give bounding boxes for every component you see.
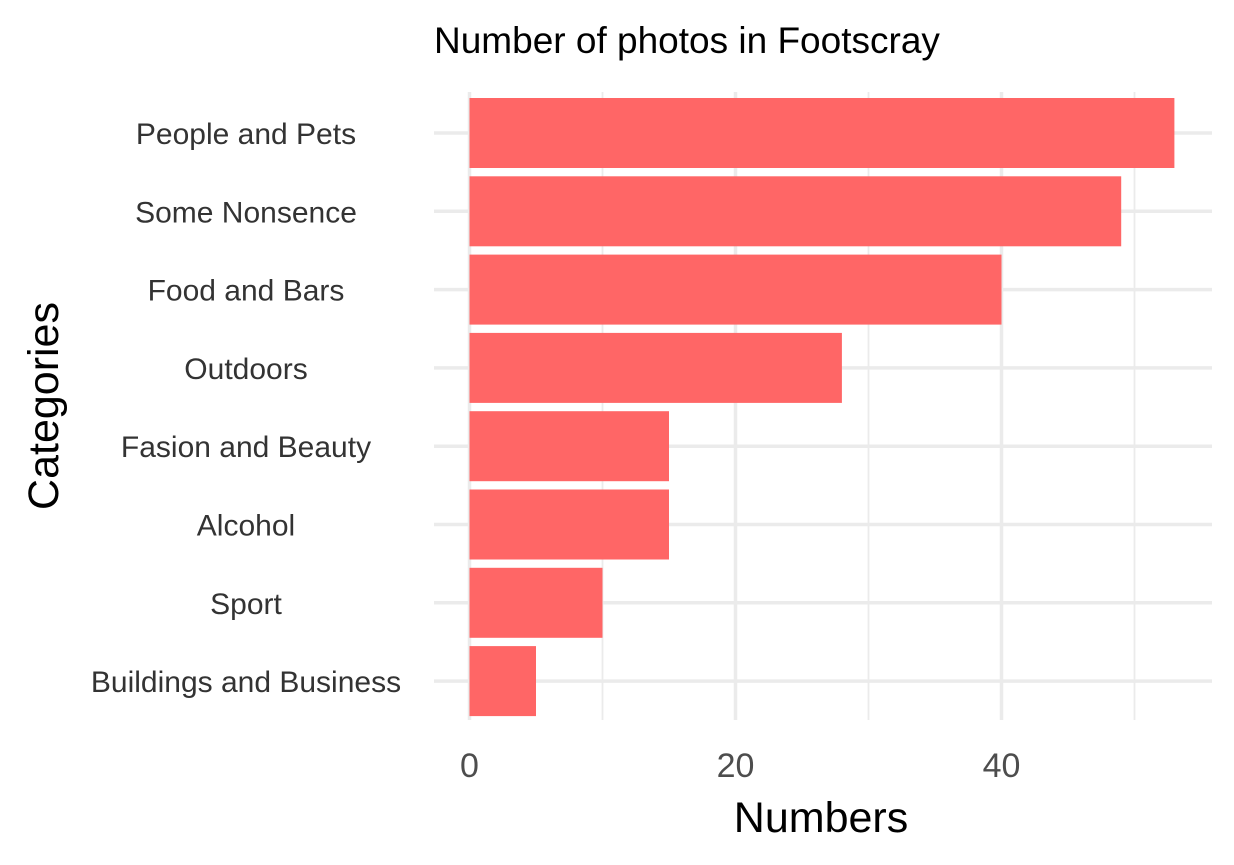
category-label: Outdoors — [184, 353, 307, 386]
x-axis-title: Numbers — [734, 794, 908, 842]
bar — [469, 489, 669, 560]
x-tick-label: 40 — [983, 747, 1021, 785]
category-label: Sport — [210, 588, 282, 621]
x-tick-label: 0 — [460, 747, 479, 785]
category-label: Some Nonsence — [135, 196, 357, 229]
category-label: People and Pets — [136, 118, 356, 151]
bars — [469, 98, 1175, 717]
y-axis-title: Categories — [20, 302, 68, 510]
chart-title: Number of photos in Footscray — [434, 20, 940, 61]
bar — [469, 254, 1002, 325]
category-label: Fasion and Beauty — [121, 431, 371, 464]
category-labels: People and Pets Some Nonsence Food and Bar… — [91, 118, 401, 699]
bar — [469, 567, 603, 638]
category-label: Food and Bars — [148, 275, 345, 308]
bar — [469, 332, 842, 403]
category-label: Buildings and Business — [91, 666, 401, 699]
x-tick-label: 20 — [717, 747, 755, 785]
bar — [469, 411, 669, 482]
category-label: Alcohol — [197, 510, 295, 543]
x-tick-labels: 0 20 40 — [460, 747, 1020, 785]
bar — [469, 646, 536, 717]
bar — [469, 98, 1175, 168]
bar — [469, 176, 1122, 247]
